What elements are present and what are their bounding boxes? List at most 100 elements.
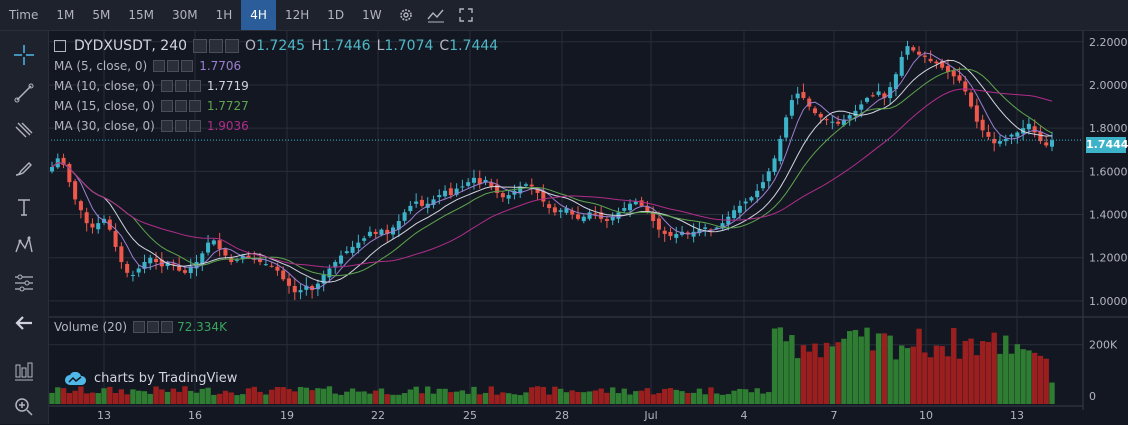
candle-body	[789, 100, 794, 116]
candle-body	[217, 240, 222, 250]
symbol-name: DYDXUSDT, 240	[74, 38, 188, 54]
settings-gear-icon[interactable]	[391, 0, 421, 30]
volume-bar	[112, 393, 119, 404]
candle-body	[841, 119, 846, 126]
timeframe-5m[interactable]: 5M	[92, 8, 111, 22]
volume-bar	[401, 393, 408, 404]
candle-body	[84, 212, 89, 224]
volume-legend-buttons[interactable]	[133, 321, 175, 333]
ma-value: 1.7727	[206, 99, 249, 113]
candle-body	[292, 285, 297, 293]
price-tick-label: 1.4000	[1089, 209, 1128, 222]
volume-bar	[442, 388, 448, 404]
price-pane	[48, 31, 1083, 316]
volume-bar	[1043, 358, 1049, 404]
candle-body	[749, 197, 754, 201]
ma-value: 1.9036	[206, 119, 249, 133]
volume-bar	[679, 391, 685, 404]
timeframe-15m[interactable]: 15M	[128, 8, 154, 22]
volume-bar	[904, 348, 911, 404]
candle-body	[136, 268, 141, 273]
high-value: 1.7446	[321, 38, 371, 54]
timeframe-4h[interactable]: 4H	[241, 0, 276, 30]
pattern-tool-icon[interactable]	[6, 227, 42, 263]
candle-body	[633, 201, 638, 205]
candle-body	[691, 231, 696, 237]
fib-retracement-icon[interactable]	[6, 113, 42, 149]
candle-body	[922, 55, 927, 57]
timeframe-1m[interactable]: 1M	[56, 8, 75, 22]
price-tick-label: 2.2000	[1089, 36, 1128, 49]
tradingview-watermark[interactable]: charts by TradingView	[64, 371, 237, 386]
volume-bar	[1037, 355, 1044, 404]
volume-bar	[806, 351, 812, 404]
volume-bar	[841, 338, 847, 404]
candle-body	[656, 218, 661, 230]
volume-bar	[303, 387, 310, 404]
volume-bar	[922, 352, 928, 404]
volume-value: 72.334K	[177, 320, 227, 334]
time-tick-label: 7	[831, 409, 838, 422]
volume-bar	[951, 327, 957, 404]
trend-line-icon[interactable]	[6, 75, 42, 111]
candle-body	[396, 221, 401, 230]
volume-bar	[78, 386, 84, 404]
ma-line	[51, 68, 1053, 277]
candle-body	[495, 184, 500, 193]
ma-legend-buttons[interactable]	[153, 60, 195, 72]
time-tick-label: 28	[555, 409, 569, 422]
volume-bar	[505, 393, 512, 404]
prediction-tool-icon[interactable]	[6, 265, 42, 301]
volume-bar	[552, 386, 558, 404]
volume-bar	[274, 387, 281, 404]
volume-bar	[159, 389, 165, 404]
time-menu-label[interactable]: Time	[9, 8, 39, 22]
volume-bar	[1008, 353, 1015, 404]
legend-buttons[interactable]	[193, 39, 240, 53]
candle-body	[454, 188, 459, 195]
brush-icon[interactable]	[6, 151, 42, 187]
text-tool-icon[interactable]	[6, 189, 42, 225]
volume-bar	[766, 392, 772, 404]
candle-body	[755, 190, 760, 198]
indicators-icon[interactable]	[421, 0, 451, 30]
open-value: 1.7245	[256, 38, 306, 54]
candle-body	[535, 188, 540, 193]
collapse-legend-icon[interactable]	[54, 40, 66, 52]
volume-bar	[881, 333, 888, 404]
fullscreen-icon[interactable]	[451, 0, 481, 30]
candle-body	[639, 200, 644, 206]
candle-body	[1032, 126, 1037, 133]
timeframe-30m[interactable]: 30M	[172, 8, 198, 22]
timeframe-1w[interactable]: 1W	[362, 8, 382, 22]
candle-body	[772, 158, 777, 172]
volume-bar	[846, 331, 853, 404]
volume-bar	[523, 392, 529, 404]
timeframe-1h[interactable]: 1H	[215, 8, 233, 22]
candle-body	[969, 92, 974, 107]
crosshair-icon[interactable]	[6, 37, 42, 73]
timeframe-1d[interactable]: 1D	[327, 8, 345, 22]
volume-bar	[164, 391, 171, 404]
back-arrow-icon[interactable]	[6, 305, 42, 341]
volume-bar	[425, 386, 431, 404]
candle-body	[258, 258, 263, 263]
volume-bar	[823, 342, 830, 404]
candle-body	[945, 66, 950, 73]
timeframe-12h[interactable]: 12H	[284, 8, 310, 22]
volume-bar	[985, 342, 992, 404]
ma-legend-buttons[interactable]	[160, 80, 203, 92]
volume-bar	[592, 390, 599, 404]
ma-legend-buttons[interactable]	[160, 100, 203, 112]
zoom-in-icon[interactable]	[6, 389, 42, 425]
volume-bar	[448, 392, 454, 404]
measure-icon[interactable]	[6, 353, 42, 389]
candle-body	[951, 70, 956, 77]
candle-body	[275, 266, 280, 271]
ma-legend-buttons[interactable]	[160, 120, 203, 132]
volume-bar	[777, 327, 784, 404]
candle-body	[934, 61, 939, 64]
volume-bar	[633, 391, 639, 404]
